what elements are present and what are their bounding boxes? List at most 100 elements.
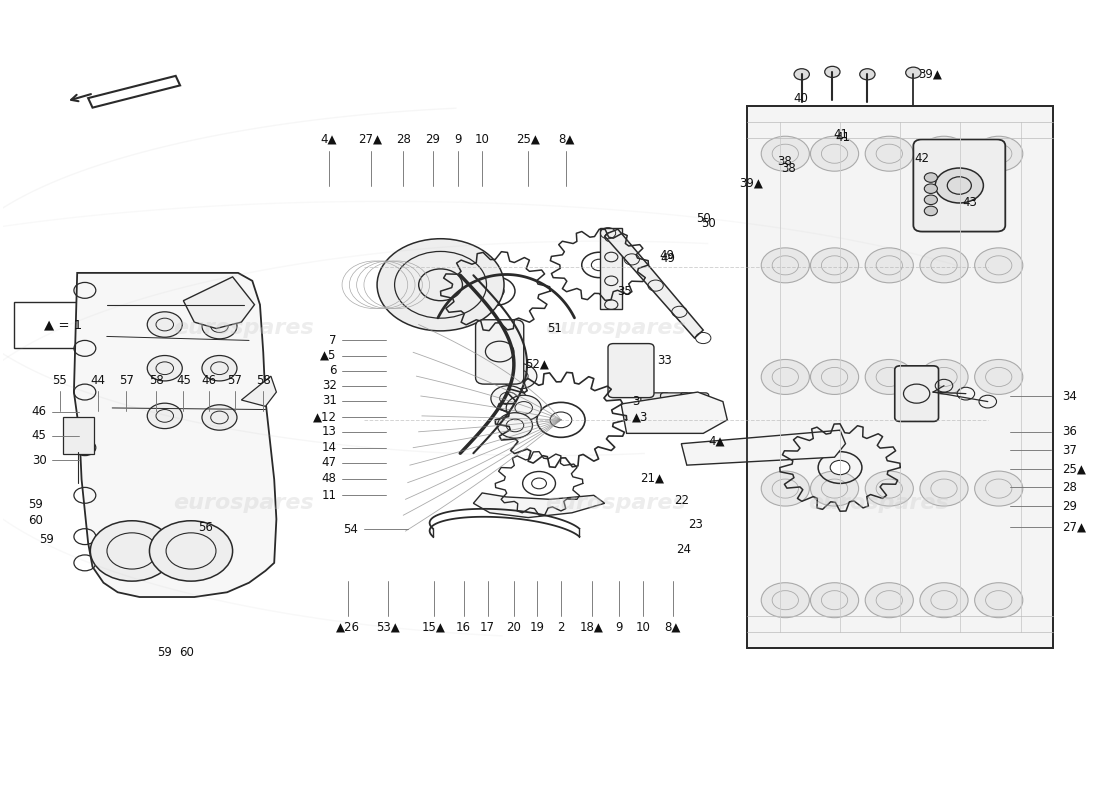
FancyBboxPatch shape — [660, 393, 689, 423]
Circle shape — [905, 67, 921, 78]
FancyBboxPatch shape — [608, 343, 654, 398]
Circle shape — [866, 248, 913, 283]
Text: 57: 57 — [119, 374, 134, 387]
Circle shape — [550, 412, 572, 428]
Bar — [747, 106, 1054, 648]
Text: 46: 46 — [201, 374, 216, 387]
Text: 45: 45 — [176, 374, 190, 387]
Text: 16: 16 — [456, 621, 471, 634]
Circle shape — [920, 248, 968, 283]
Text: 27▲: 27▲ — [359, 133, 383, 146]
Circle shape — [761, 471, 810, 506]
Circle shape — [866, 471, 913, 506]
Circle shape — [761, 582, 810, 618]
Text: 58: 58 — [148, 374, 164, 387]
Text: 45: 45 — [32, 430, 46, 442]
Text: 38: 38 — [781, 162, 795, 174]
Text: eurospares: eurospares — [546, 318, 686, 338]
Circle shape — [147, 403, 183, 429]
Circle shape — [531, 478, 547, 489]
Text: 25▲: 25▲ — [516, 133, 540, 146]
Circle shape — [202, 314, 236, 339]
Circle shape — [866, 359, 913, 394]
Text: 34: 34 — [1063, 390, 1077, 402]
Circle shape — [497, 413, 532, 438]
Circle shape — [866, 582, 913, 618]
Text: 60: 60 — [179, 646, 194, 659]
Circle shape — [150, 521, 232, 581]
Circle shape — [811, 248, 859, 283]
Text: 60: 60 — [29, 514, 43, 527]
Text: 7: 7 — [329, 334, 337, 347]
Text: 9: 9 — [615, 621, 623, 634]
Text: 43: 43 — [962, 197, 978, 210]
Text: 13: 13 — [321, 426, 337, 438]
Polygon shape — [681, 430, 846, 465]
FancyBboxPatch shape — [641, 393, 669, 423]
Text: 29: 29 — [426, 133, 440, 146]
Circle shape — [920, 582, 968, 618]
Text: 4▲: 4▲ — [321, 133, 338, 146]
Circle shape — [202, 355, 236, 381]
Text: ▲5: ▲5 — [320, 349, 337, 362]
Text: 55: 55 — [53, 374, 67, 387]
Text: 33: 33 — [658, 354, 672, 366]
Text: 39▲: 39▲ — [739, 177, 763, 190]
Text: 59: 59 — [29, 498, 43, 511]
Text: 39▲: 39▲ — [917, 68, 942, 81]
Text: 25▲: 25▲ — [1063, 462, 1086, 476]
Circle shape — [830, 460, 850, 474]
Text: 32: 32 — [321, 379, 337, 392]
Text: 56: 56 — [198, 521, 212, 534]
Text: 19: 19 — [529, 621, 544, 634]
Text: ▲ = 1: ▲ = 1 — [44, 319, 82, 332]
Text: 15▲: 15▲ — [422, 621, 446, 634]
Text: 58: 58 — [256, 374, 271, 387]
Text: 28: 28 — [1063, 481, 1077, 494]
Text: 41: 41 — [834, 128, 848, 141]
Text: 21▲: 21▲ — [640, 471, 663, 484]
Text: 17: 17 — [480, 621, 495, 634]
Text: 9: 9 — [454, 133, 462, 146]
Circle shape — [975, 136, 1023, 171]
Circle shape — [486, 285, 504, 298]
Text: ▲12: ▲12 — [312, 410, 337, 423]
Text: 6: 6 — [329, 364, 337, 377]
Polygon shape — [184, 277, 254, 329]
FancyBboxPatch shape — [894, 366, 938, 422]
Text: 4▲: 4▲ — [708, 434, 725, 447]
Circle shape — [866, 136, 913, 171]
Polygon shape — [74, 273, 276, 597]
Circle shape — [484, 355, 519, 381]
Circle shape — [920, 471, 968, 506]
Circle shape — [502, 363, 537, 389]
Circle shape — [761, 248, 810, 283]
Text: 50: 50 — [701, 217, 716, 230]
Text: 59: 59 — [157, 646, 173, 659]
FancyBboxPatch shape — [13, 302, 112, 348]
Circle shape — [761, 359, 810, 394]
Text: 31: 31 — [321, 394, 337, 407]
Text: 46: 46 — [32, 406, 46, 418]
Text: 48: 48 — [321, 472, 337, 485]
Text: 2: 2 — [558, 621, 564, 634]
Text: ▲26: ▲26 — [336, 621, 360, 634]
Text: 47: 47 — [321, 456, 337, 470]
Circle shape — [90, 521, 174, 581]
Text: 10: 10 — [475, 133, 490, 146]
Circle shape — [811, 136, 859, 171]
Circle shape — [506, 395, 541, 421]
Text: 49: 49 — [660, 252, 675, 265]
Circle shape — [924, 173, 937, 182]
Circle shape — [377, 238, 504, 331]
Text: 49: 49 — [660, 249, 674, 262]
Text: 36: 36 — [1063, 426, 1077, 438]
Circle shape — [811, 359, 859, 394]
Text: eurospares: eurospares — [808, 494, 948, 514]
Circle shape — [491, 386, 526, 411]
Text: 3: 3 — [632, 395, 639, 408]
Text: 37: 37 — [1063, 443, 1077, 457]
Circle shape — [975, 471, 1023, 506]
Text: eurospares: eurospares — [546, 494, 686, 514]
Circle shape — [920, 136, 968, 171]
